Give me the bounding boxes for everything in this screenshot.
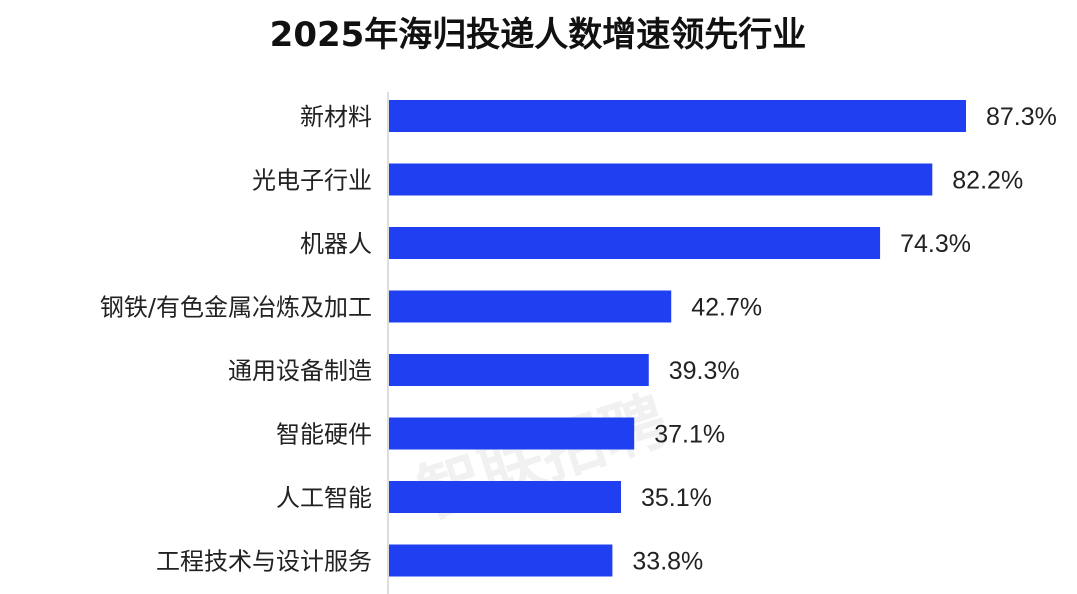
bar: [389, 290, 672, 323]
value-label: 39.3%: [669, 357, 740, 385]
value-label: 33.8%: [632, 548, 703, 576]
bar: [389, 417, 635, 450]
category-label: 光电子行业: [252, 167, 372, 195]
bar: [389, 100, 966, 132]
bar: [389, 481, 621, 513]
category-label: 智能硬件: [276, 421, 372, 449]
bars-group: 新材料 87.3% 光电子行业 82.2% 机器人 74.3% 钢铁/有色金属冶炼及加工 42…: [100, 100, 1057, 577]
value-label: 42.7%: [691, 294, 762, 322]
value-label: 74.3%: [900, 230, 971, 258]
bar: [389, 544, 613, 577]
category-label: 通用设备制造: [228, 357, 372, 385]
value-label: 37.1%: [654, 421, 725, 449]
value-label: 87.3%: [986, 103, 1057, 131]
bar: [389, 227, 881, 259]
bar: [389, 163, 933, 196]
category-label: 工程技术与设计服务: [156, 548, 372, 576]
category-label: 机器人: [300, 230, 372, 258]
category-label: 钢铁/有色金属冶炼及加工: [100, 294, 372, 322]
category-label: 新材料: [300, 103, 372, 131]
chart-title: 2025年海归投递人数增速领先行业: [270, 15, 807, 55]
category-label: 人工智能: [276, 484, 372, 512]
value-label: 35.1%: [641, 484, 712, 512]
value-label: 82.2%: [952, 167, 1023, 195]
bar: [389, 354, 649, 386]
